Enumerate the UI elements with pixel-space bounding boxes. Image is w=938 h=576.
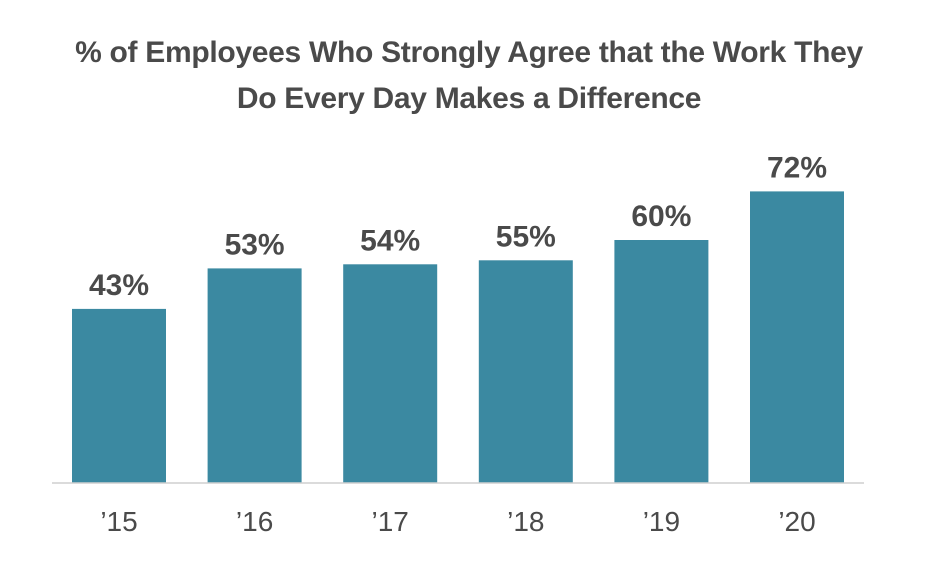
value-label-0: 43% bbox=[89, 269, 149, 302]
value-label-4: 60% bbox=[631, 200, 691, 233]
value-label-1: 53% bbox=[225, 228, 285, 261]
bar-4 bbox=[614, 240, 709, 483]
x-tick-labels-group: ’15 ’16 ’17 ’18 ’19 ’20 bbox=[100, 506, 815, 537]
bar-1 bbox=[207, 268, 302, 483]
chart-title-line-2: Do Every Day Makes a Difference bbox=[236, 82, 702, 115]
x-tick-label-3: ’18 bbox=[507, 506, 544, 537]
x-tick-label-2: ’17 bbox=[372, 506, 409, 537]
x-tick-label-5: ’20 bbox=[778, 506, 815, 537]
chart-title: % of Employees Who Strongly Agree that t… bbox=[0, 30, 938, 122]
bar-5 bbox=[750, 191, 844, 483]
value-label-5: 72% bbox=[767, 151, 827, 184]
bar-0 bbox=[72, 308, 166, 484]
bar-2 bbox=[343, 264, 438, 483]
value-label-2: 54% bbox=[360, 224, 420, 257]
bar-3 bbox=[478, 260, 573, 484]
x-tick-label-4: ’19 bbox=[643, 506, 680, 537]
chart-title-line-1: % of Employees Who Strongly Agree that t… bbox=[75, 36, 863, 69]
value-labels-group: 43% 53% 54% 55% 60% 72% bbox=[89, 151, 827, 302]
bars-group bbox=[72, 191, 844, 484]
x-tick-label-0: ’15 bbox=[100, 506, 137, 537]
value-label-3: 55% bbox=[496, 220, 556, 253]
x-tick-label-1: ’16 bbox=[236, 506, 273, 537]
